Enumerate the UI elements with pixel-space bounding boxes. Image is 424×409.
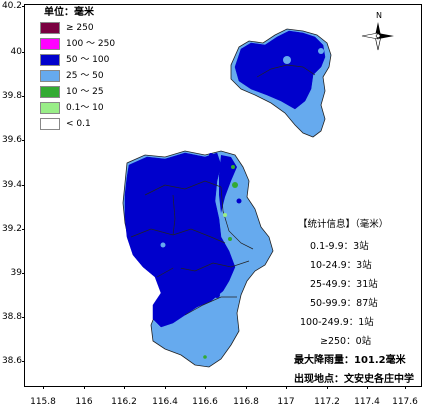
south-region-heavy [124, 152, 236, 328]
y-tick-label: 40 [10, 47, 22, 57]
stats-row: 50-99.9：87站 [310, 298, 378, 309]
north-arrow-label: N [376, 11, 382, 20]
legend-title: 单位：毫米 [44, 7, 94, 18]
legend-item: 100 ～ 250 [36, 36, 146, 52]
x-tick-label: 117.6 [392, 397, 418, 407]
legend-label: 0.1～ 10 [66, 103, 104, 113]
legend-item: 25 ～ 50 [36, 68, 146, 84]
legend-swatch [40, 22, 60, 34]
stats-row: 0.1-9.9：3站 [310, 241, 369, 252]
x-tick-label: 115.8 [30, 397, 56, 407]
stats-row: ≥250：0站 [320, 336, 372, 347]
stats-max-rain: 最大降雨量：101.2毫米 [294, 355, 406, 366]
legend-label: 50 ～ 100 [66, 55, 110, 65]
y-tick-label: 39 [10, 268, 22, 278]
north-region-heavy [234, 30, 326, 110]
legend-swatch [40, 54, 60, 66]
stats-row: 25-49.9：31站 [310, 279, 378, 290]
legend-label: < 0.1 [66, 119, 91, 129]
x-tick-label: 116 [75, 397, 93, 407]
stats-row: 100-249.9：1站 [300, 317, 374, 328]
x-tick-label: 117.4 [354, 397, 380, 407]
legend-item: 0.1～ 10 [36, 100, 146, 116]
legend: 单位：毫米 ≥ 250 100 ～ 250 50 ～ 100 25 ～ 50 1… [36, 6, 146, 132]
legend-swatch [40, 38, 60, 50]
stats-title: 【统计信息】（毫米） [298, 219, 389, 230]
stats-row: 10-24.9：3站 [310, 260, 372, 271]
legend-label: 10 ～ 25 [66, 87, 104, 97]
x-tick-label: 117.2 [314, 397, 340, 407]
legend-item: ≥ 250 [36, 20, 146, 36]
y-tick-label: 39.6 [1, 135, 22, 145]
y-tick-label: 39.8 [1, 91, 22, 101]
y-tick-label: 39.2 [1, 224, 22, 234]
legend-item: < 0.1 [36, 116, 146, 132]
x-tick-label: 117 [277, 397, 295, 407]
rainfall-map [122, 28, 332, 368]
legend-swatch [40, 86, 60, 98]
x-tick-label: 116.6 [192, 397, 218, 407]
y-tick-label: 39.4 [1, 180, 22, 190]
legend-swatch [40, 102, 60, 114]
y-tick-label: 40.2 [1, 1, 22, 11]
legend-item: 50 ～ 100 [36, 52, 146, 68]
y-tick-label: 38.6 [1, 356, 22, 366]
x-tick-label: 116.4 [152, 397, 178, 407]
legend-item: 10 ～ 25 [36, 84, 146, 100]
legend-label: 25 ～ 50 [66, 71, 104, 81]
legend-label: 100 ～ 250 [66, 39, 116, 49]
map-frame [24, 4, 422, 387]
stats-location: 出现地点：文安史各庄中学 [294, 374, 414, 385]
x-tick-label: 116.2 [111, 397, 137, 407]
y-tick-label: 38.8 [1, 312, 22, 322]
legend-label: ≥ 250 [66, 23, 94, 33]
legend-swatch [40, 118, 60, 130]
north-arrow-icon: N [361, 11, 394, 51]
x-tick-label: 116.8 [233, 397, 259, 407]
legend-swatch [40, 70, 60, 82]
